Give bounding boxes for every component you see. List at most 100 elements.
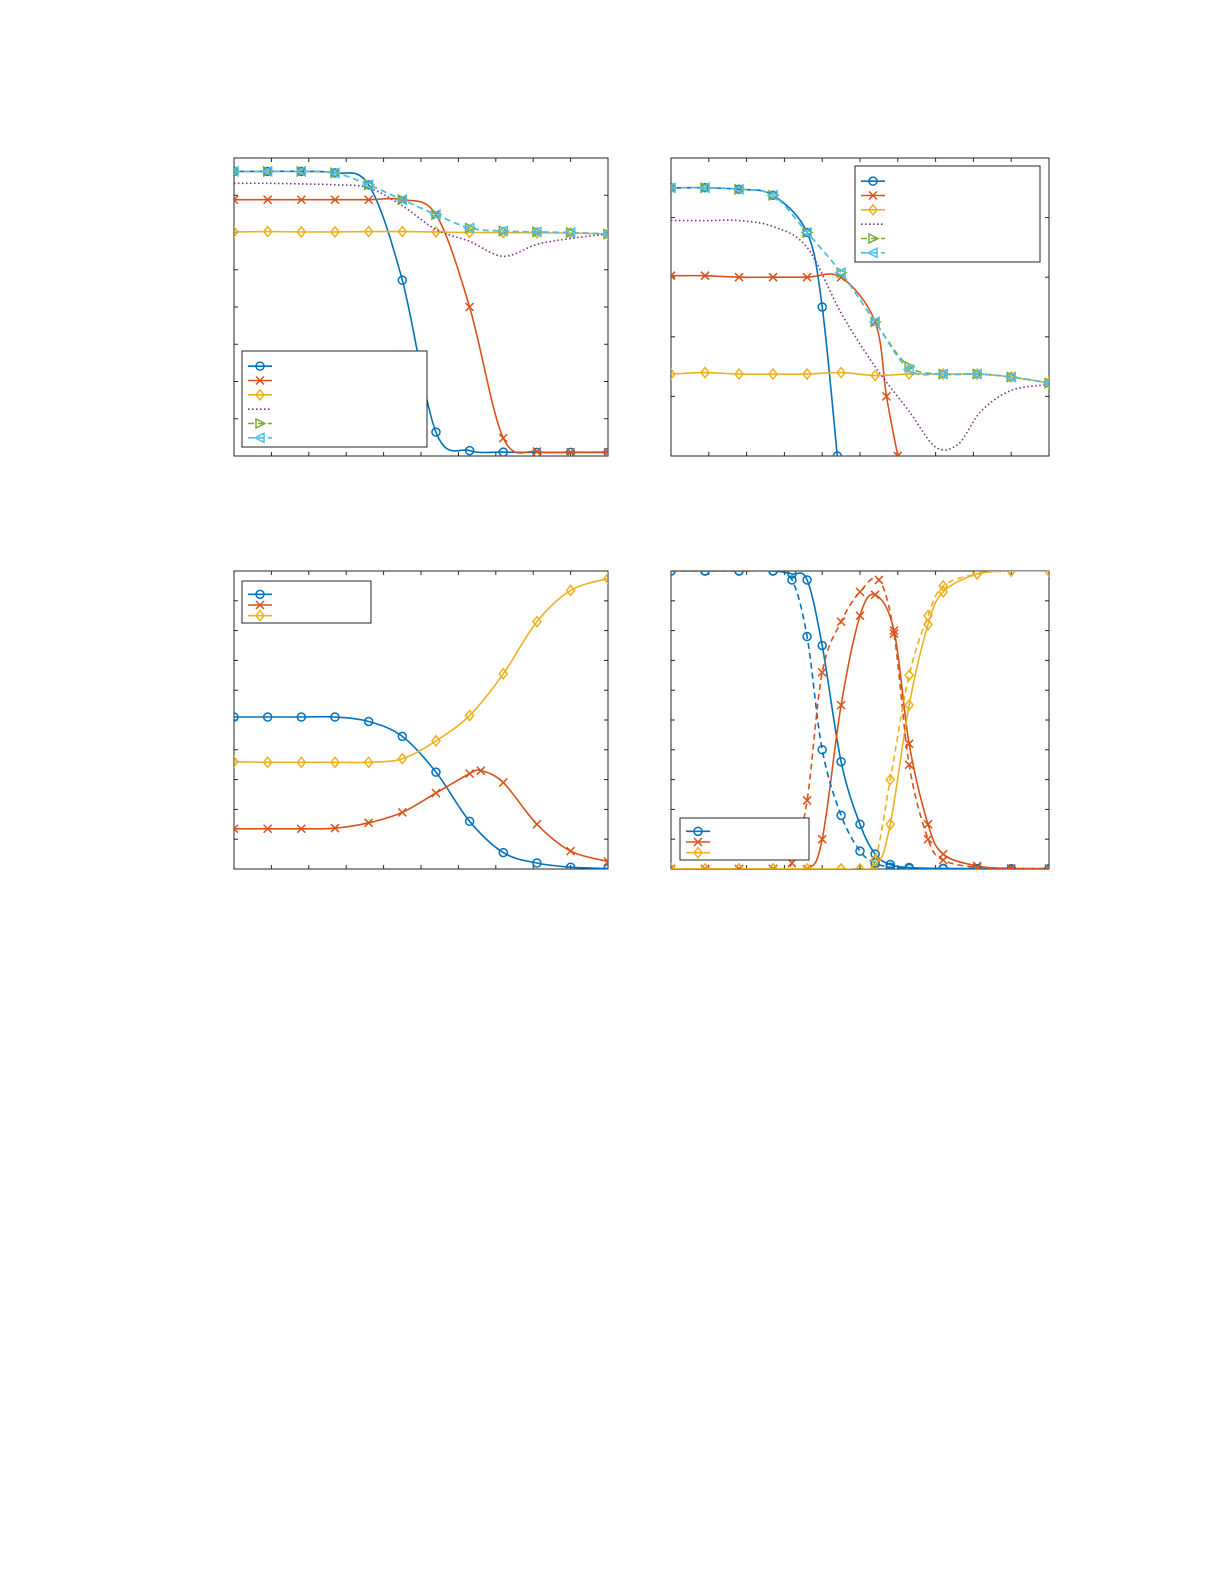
series-3-point-8: [464, 709, 475, 722]
series-6-point-5: [361, 179, 374, 191]
series-2-point-3: [296, 195, 306, 205]
legend-entry-6: [248, 432, 272, 444]
legend-entry-3: [248, 609, 272, 622]
legend-entry-2: [861, 190, 885, 201]
series-3-point-11: [565, 584, 576, 597]
series-1-point-6: [397, 731, 408, 742]
series-3-point-1: [671, 367, 676, 381]
series-4-point-5: [787, 575, 797, 585]
series-6-point-2: [698, 182, 710, 194]
series-1-point-10: [532, 858, 542, 868]
series-4-point-16: [1044, 863, 1049, 869]
series-1-point-12: [603, 863, 608, 869]
legend-entry-3: [686, 846, 710, 859]
series-1-point-6: [802, 575, 812, 585]
series-6-point-9: [885, 773, 896, 786]
legend-entry-1: [248, 361, 272, 371]
series-5-point-9: [855, 587, 865, 597]
series-3-line: [234, 230, 608, 235]
series-3-point-3: [734, 367, 745, 381]
series-6-point-1: [671, 862, 676, 869]
series-1-point-8: [464, 816, 475, 827]
legend-entry-2: [248, 600, 272, 610]
series-5-point-7: [817, 667, 827, 677]
series-3-point-5: [802, 367, 813, 381]
series-6-point-8: [462, 222, 475, 234]
series-2-point-9: [893, 451, 903, 456]
series-1-point-5: [363, 716, 374, 727]
series-6-point-14: [1006, 571, 1017, 578]
legend-entry-5: [248, 417, 272, 430]
series-1-point-9: [855, 819, 865, 830]
series-2-point-1: [234, 824, 239, 834]
series-5-point-16: [1006, 864, 1016, 869]
series-2-point-3: [734, 272, 744, 282]
series-1-line: [671, 186, 839, 456]
legend-entry-2: [686, 837, 710, 847]
series-3-point-4: [330, 225, 340, 239]
series-6: [671, 182, 1049, 387]
legend-entry-2: [248, 375, 272, 386]
series-3-point-7: [870, 859, 881, 869]
series-6-point-7: [855, 862, 865, 869]
legend-entry-3: [248, 388, 272, 402]
series-2-point-12: [566, 846, 576, 856]
series-5-point-8: [836, 617, 846, 627]
legend-marker-3: [255, 388, 265, 402]
series-2-point-10: [889, 626, 899, 636]
series-5-point-15: [972, 862, 982, 869]
legend-marker-2: [255, 600, 265, 610]
series-6-point-6: [834, 267, 846, 279]
series-3-point-10: [531, 615, 542, 628]
series-6-point-10: [530, 226, 542, 238]
series-3-point-4: [768, 367, 779, 381]
series-3-point-1: [234, 755, 239, 768]
legend-box: [241, 350, 428, 448]
series-1-point-6: [817, 302, 827, 312]
legend-marker-6: [253, 432, 265, 444]
series-2-point-12: [923, 819, 933, 829]
tick-marks: [234, 571, 608, 869]
series-2: [234, 195, 608, 456]
series-6-point-2: [260, 165, 273, 178]
series-1: [671, 183, 843, 456]
legend-entry-3: [861, 203, 885, 217]
series-2-point-11: [532, 819, 542, 829]
series-6-point-6: [395, 194, 408, 206]
series-4-point-13: [938, 863, 948, 869]
legend-entry-1: [248, 589, 272, 600]
series-5-point-17: [1044, 864, 1049, 869]
series-2-line: [671, 593, 1049, 869]
series-5-point-8: [904, 360, 916, 373]
series-2-point-7: [431, 788, 441, 798]
series-2-point-2: [263, 824, 273, 834]
series-1-point-9: [498, 447, 509, 456]
series-6-point-7: [429, 208, 441, 221]
series-1-line: [671, 571, 1049, 869]
series-3-point-8: [904, 367, 915, 381]
series-1-point-6: [397, 275, 408, 285]
series-2-point-4: [768, 272, 778, 282]
series-3: [234, 572, 608, 769]
series-6-point-11: [563, 226, 576, 239]
legend-entry-5: [861, 232, 885, 245]
series-6-point-5: [800, 226, 812, 239]
legend-box: [854, 165, 1041, 263]
series-2-point-5: [364, 195, 374, 205]
series-6-point-3: [734, 862, 745, 869]
series-6-point-8: [902, 363, 914, 376]
series-3-point-1: [234, 225, 239, 239]
legend-marker-6: [866, 247, 878, 259]
series-1-line: [234, 715, 608, 869]
series-1-point-5: [787, 571, 797, 579]
series-6-point-8: [870, 853, 881, 867]
series-2-point-4: [330, 823, 340, 833]
series-3-point-2: [700, 366, 710, 379]
series-2-point-10: [498, 778, 508, 788]
legend: [241, 350, 428, 448]
series-2-point-2: [263, 195, 273, 205]
series-2-point-9: [870, 590, 880, 600]
series-1-point-4: [330, 712, 340, 722]
legend-entry-1: [861, 176, 885, 186]
series-3-point-9: [904, 698, 915, 712]
